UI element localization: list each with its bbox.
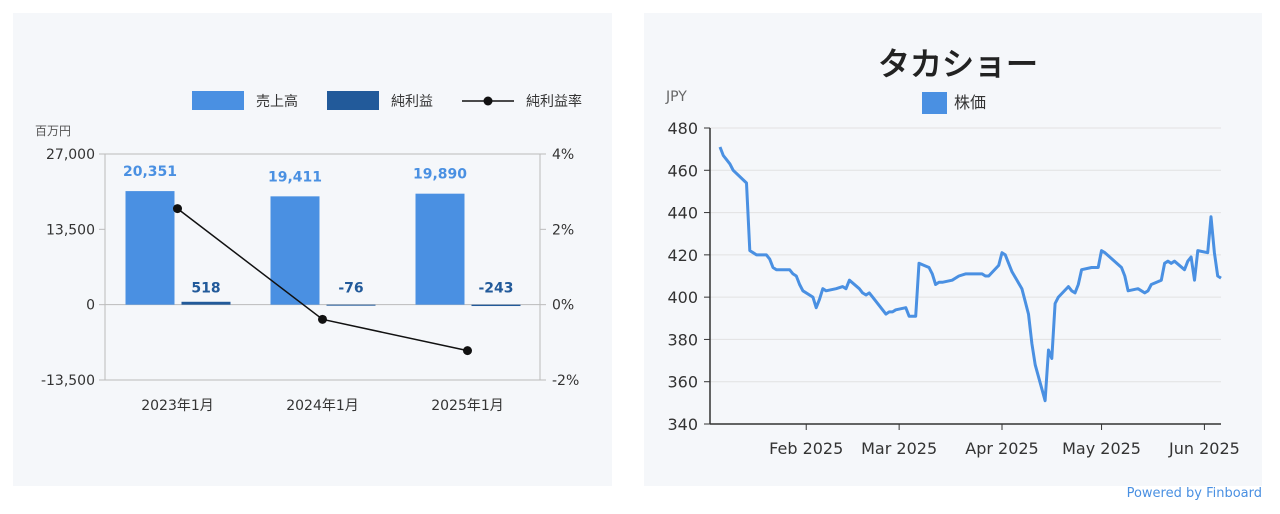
legend-label-revenue: 売上高	[256, 93, 298, 110]
y-tick-label: 400	[667, 288, 698, 307]
net-income-data-label: -76	[338, 281, 363, 297]
y-tick-label: 340	[667, 415, 698, 434]
revenue-data-label: 19,890	[413, 167, 467, 183]
revenue-bar	[270, 196, 320, 305]
revenue-bar	[125, 191, 175, 305]
chart-title: タカショー	[878, 45, 1038, 83]
financials-chart-panel: 売上高 純利益 純利益率百万円 -13,500 0 13,500 27,000 -2% 0% 2%…	[13, 13, 612, 486]
y-tick-label: 27,000	[46, 147, 95, 163]
y-axis-unit-label: JPY	[665, 89, 687, 105]
net-income-data-label: -243	[478, 281, 513, 297]
margin-point	[173, 204, 182, 214]
y-tick-label: -13,500	[41, 373, 95, 389]
revenue-data-label: 20,351	[123, 164, 177, 180]
x-tick-label: 2024年1月	[286, 398, 359, 414]
y2-tick-label: 4%	[552, 147, 574, 163]
legend-label-price: 株価	[954, 93, 986, 112]
net-income-bar	[471, 304, 521, 307]
revenue-bar	[415, 193, 465, 305]
y2-tick-label: 2%	[552, 222, 574, 238]
y-tick-label: 13,500	[46, 222, 95, 238]
legend-label-net-income: 純利益	[391, 94, 433, 110]
y2-tick-label: 0%	[552, 298, 574, 314]
legend-swatch-revenue	[192, 91, 244, 110]
margin-point	[318, 314, 327, 324]
y-tick-label: 460	[667, 161, 698, 180]
y-tick-label: 360	[667, 373, 698, 392]
y2-tick-label: -2%	[552, 373, 579, 389]
chart-legend: 売上高 純利益 純利益率	[192, 91, 582, 110]
y-tick-label: 420	[667, 246, 698, 265]
y-tick-label: 380	[667, 330, 698, 349]
powered-by-link[interactable]: Powered by Finboard	[1126, 486, 1262, 501]
y-tick-label: 480	[667, 119, 698, 138]
unit-label: 百万円	[35, 124, 71, 138]
revenue-data-label: 19,411	[268, 169, 322, 185]
legend-swatch-price	[922, 92, 947, 114]
x-tick-label: 2023年1月	[141, 398, 214, 414]
y-tick-label: 0	[86, 298, 95, 314]
price-line	[718, 146, 1222, 403]
x-tick-label: Jun 2025	[1168, 439, 1240, 458]
x-tick-label: Apr 2025	[965, 439, 1038, 458]
net-income-data-label: 518	[191, 281, 220, 297]
x-tick-label: May 2025	[1062, 439, 1141, 458]
x-tick-label: Feb 2025	[769, 439, 843, 458]
legend-label-margin: 純利益率	[526, 93, 582, 110]
legend-swatch-net-income	[327, 91, 379, 110]
y-tick-label: 440	[667, 204, 698, 223]
x-tick-label: 2025年1月	[431, 398, 504, 414]
stock-price-chart: タカショー JPY 株価 340 360 380 400 420 440 460 480 Feb 20…	[665, 45, 1240, 458]
legend-swatch-margin-dot	[483, 96, 493, 106]
x-tick-label: Mar 2025	[861, 439, 937, 458]
stock-chart-panel: タカショー JPY 株価 340 360 380 400 420 440 460 480 Feb 20…	[644, 13, 1262, 486]
margin-point	[463, 346, 472, 356]
net-income-bar	[181, 301, 231, 305]
net-income-bar	[326, 304, 376, 306]
